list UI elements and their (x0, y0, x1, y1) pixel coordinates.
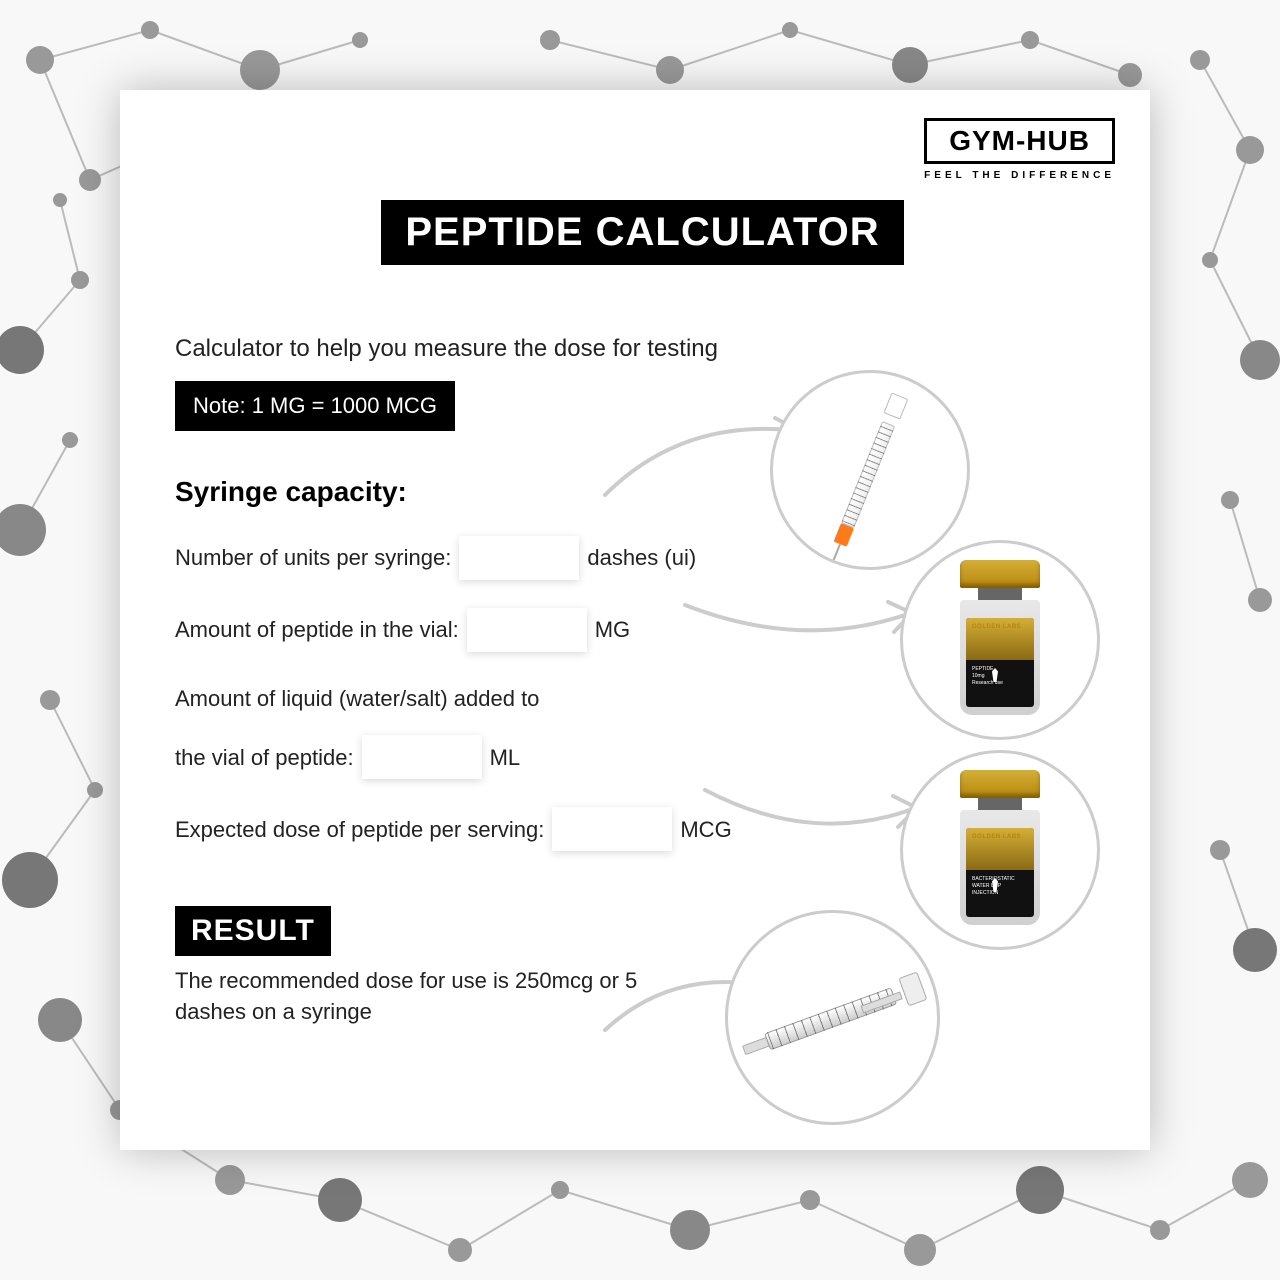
brand-name: GYM-HUB (924, 118, 1115, 164)
page-title: PEPTIDE CALCULATOR (381, 200, 903, 265)
syringe-large-icon (738, 971, 927, 1064)
units-input[interactable] (459, 536, 579, 580)
circle-syringe-large (725, 910, 940, 1125)
dose-input[interactable] (552, 807, 672, 851)
subtitle: Calculator to help you measure the dose … (175, 335, 1110, 363)
liquid-input[interactable] (362, 735, 482, 779)
circle-syringe-insulin (770, 370, 970, 570)
row-units: Number of units per syringe: dashes (ui) (175, 536, 795, 580)
vial-icon: GOLDEN LABS BACTERIOSTATICWATER USPINJEC… (955, 770, 1045, 930)
brand-tagline: FEEL THE DIFFERENCE (924, 170, 1115, 181)
peptide-label: Amount of peptide in the vial: (175, 611, 459, 648)
row-liquid: Amount of liquid (water/salt) added to (175, 680, 795, 717)
liquid-label-2: the vial of peptide: (175, 739, 354, 776)
units-label: Number of units per syringe: (175, 539, 451, 576)
circle-vial-1: GOLDEN LABS PEPTIDE10mgResearch use (900, 540, 1100, 740)
brand-block: GYM-HUB FEEL THE DIFFERENCE (924, 118, 1115, 181)
arrow-3 (700, 770, 920, 860)
syringe-insulin-icon (830, 392, 910, 549)
circle-vial-2: GOLDEN LABS BACTERIOSTATICWATER USPINJEC… (900, 750, 1100, 950)
units-suffix: dashes (ui) (587, 539, 696, 576)
liquid-label-1: Amount of liquid (water/salt) added to (175, 680, 539, 717)
arrow-2 (680, 580, 920, 660)
peptide-suffix: MG (595, 611, 630, 648)
result-heading: RESULT (175, 906, 331, 956)
peptide-input[interactable] (467, 608, 587, 652)
conversion-note: Note: 1 MG = 1000 MCG (175, 381, 455, 431)
liquid-suffix: ML (490, 739, 521, 776)
calculator-card: GYM-HUB FEEL THE DIFFERENCE PEPTIDE CALC… (120, 90, 1150, 1150)
vial-icon: GOLDEN LABS PEPTIDE10mgResearch use (955, 560, 1045, 720)
dose-label: Expected dose of peptide per serving: (175, 811, 544, 848)
